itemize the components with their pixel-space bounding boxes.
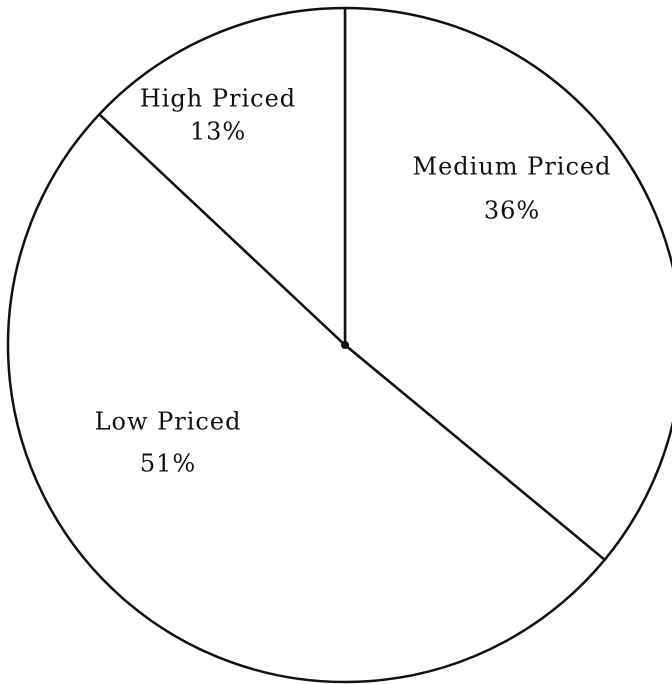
- slice-label: Medium Priced: [413, 153, 612, 181]
- pie-slice: [98, 6, 347, 347]
- slice-label: High Priced: [140, 85, 296, 113]
- slice-label: Low Priced: [95, 408, 242, 436]
- slice-value-label: 13%: [190, 118, 246, 146]
- pie-slice: [343, 6, 672, 562]
- center-dot: [341, 341, 349, 349]
- slice-value-label: 51%: [140, 450, 196, 478]
- slice-value-label: 36%: [484, 197, 540, 225]
- pie-slice: [6, 113, 606, 684]
